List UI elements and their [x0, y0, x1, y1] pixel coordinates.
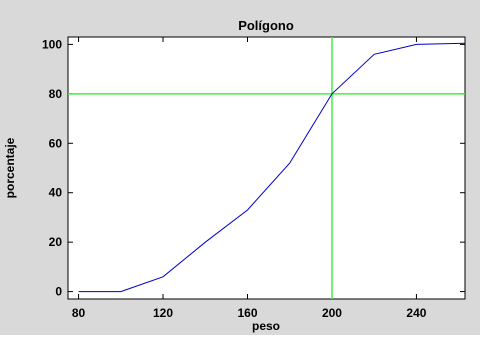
reference-lines — [68, 37, 465, 299]
series-group — [78, 42, 466, 293]
y-tick-label: 100 — [42, 37, 62, 51]
x-tick-label: 160 — [237, 306, 257, 320]
x-tick-label: 120 — [153, 306, 173, 320]
x-tick-label: 80 — [72, 306, 86, 320]
chart-title: Polígono — [238, 18, 294, 33]
x-tick-label: 200 — [322, 306, 342, 320]
x-axis-label: peso — [252, 319, 280, 333]
plot-area — [67, 36, 466, 300]
y-tick-label: 80 — [49, 87, 63, 101]
y-tick-label: 0 — [55, 285, 62, 299]
x-tick-label: 240 — [406, 306, 426, 320]
series-line — [78, 42, 466, 293]
y-tick-label: 40 — [49, 186, 63, 200]
y-tick-label: 20 — [49, 235, 63, 249]
y-axis-label: porcentaje — [3, 137, 17, 198]
axis-ticks: 80 120 160 200 240 0 20 40 60 80 100 — [42, 37, 465, 320]
y-tick-label: 60 — [49, 136, 63, 150]
